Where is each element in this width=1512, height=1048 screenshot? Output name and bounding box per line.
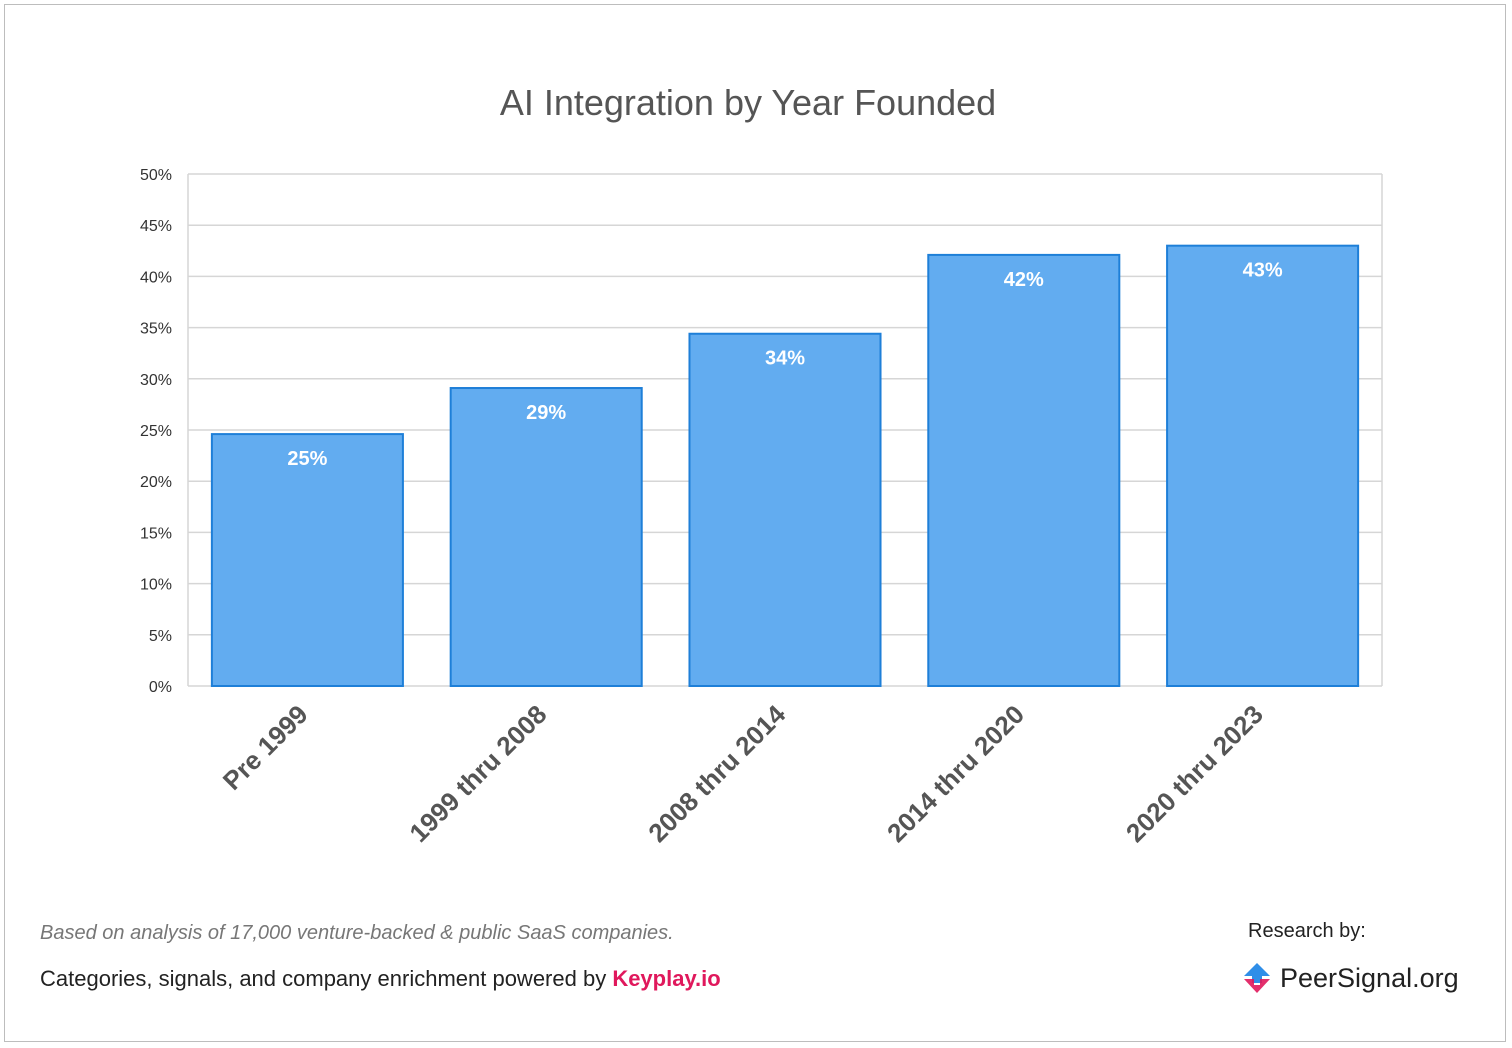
peersignal-logo-text: PeerSignal.org — [1280, 962, 1459, 993]
chart-title: AI Integration by Year Founded — [499, 82, 997, 123]
y-tick-label: 45% — [140, 218, 172, 235]
y-axis-ticks: 0% 5% 10% 15% 20% 25% 30% 35% 40% 45% 50% — [140, 167, 172, 696]
x-tick-label: 2020 thru 2023 — [1120, 699, 1269, 848]
y-tick-label: 0% — [149, 679, 172, 696]
bar — [210, 433, 404, 688]
y-tick-label: 10% — [140, 577, 172, 594]
footnote: Based on analysis of 17,000 venture-back… — [40, 922, 674, 944]
y-tick-label: 25% — [140, 423, 172, 440]
data-label: 29% — [526, 402, 566, 424]
y-tick-label: 50% — [140, 167, 172, 184]
data-label: 42% — [1004, 269, 1044, 291]
bars — [210, 244, 1360, 688]
bar — [927, 253, 1121, 687]
credits-line: Categories, signals, and company enrichm… — [40, 966, 721, 992]
y-tick-label: 15% — [140, 525, 172, 542]
y-tick-label: 40% — [140, 269, 172, 286]
peersignal-logo-icon — [1244, 963, 1270, 993]
bar — [1166, 244, 1360, 687]
x-axis-ticks: Pre 1999 1999 thru 2008 2008 thru 2014 2014… — [217, 699, 1269, 848]
keyplay-link[interactable]: Keyplay.io — [612, 966, 721, 991]
bar-chart: 0% 5% 10% 15% 20% 25% 30% 35% 40% 45% 50% 25% 29% 34… — [140, 167, 1383, 848]
bar — [449, 387, 643, 687]
research-label: Research by: — [1248, 920, 1366, 942]
peersignal-logo[interactable]: PeerSignal.org — [1242, 958, 1459, 998]
credits-text: Categories, signals, and company enrichm… — [40, 966, 613, 991]
data-labels: 25% 29% 34% 42% 43% — [287, 260, 1282, 470]
y-tick-label: 20% — [140, 474, 172, 491]
x-tick-label: 2014 thru 2020 — [881, 699, 1030, 848]
y-tick-label: 30% — [140, 372, 172, 389]
data-label: 25% — [287, 448, 327, 470]
x-tick-label: 2008 thru 2014 — [642, 699, 791, 848]
data-label: 34% — [765, 348, 805, 370]
y-tick-label: 35% — [140, 321, 172, 338]
x-tick-label: Pre 1999 — [217, 699, 314, 796]
bar — [688, 332, 882, 687]
x-tick-label: 1999 thru 2008 — [403, 699, 552, 848]
y-tick-label: 5% — [149, 628, 172, 645]
data-label: 43% — [1243, 260, 1283, 282]
